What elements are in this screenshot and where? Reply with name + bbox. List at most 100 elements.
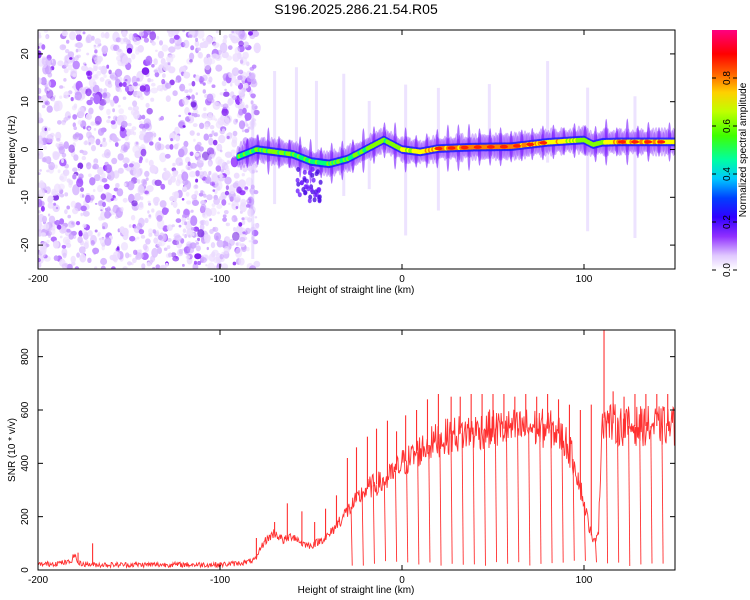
snr-dip: [550, 429, 553, 564]
noise-blob: [68, 233, 74, 240]
noise-blob: [163, 247, 168, 251]
noise-blob: [251, 236, 255, 241]
noise-blob: [202, 40, 209, 49]
noise-blob: [133, 36, 141, 46]
noise-blob: [65, 242, 72, 248]
noise-blob: [57, 120, 62, 125]
noise-blob: [183, 71, 191, 79]
noise-blob: [58, 183, 65, 190]
noise-blob: [244, 216, 249, 221]
noise-blob: [168, 252, 172, 258]
noise-blob: [56, 224, 62, 230]
noise-blob: [151, 247, 159, 258]
spectrogram-streak: [342, 73, 346, 196]
noise-blob: [100, 209, 103, 212]
noise-blob: [86, 131, 92, 139]
noise-blob: [71, 105, 77, 111]
snr-dip: [450, 435, 453, 564]
noise-blob: [238, 89, 245, 97]
noise-blob: [90, 121, 96, 126]
noise-blob: [76, 252, 80, 258]
noise-blob: [179, 162, 184, 166]
noise-blob: [197, 52, 202, 59]
ridge-peak: [657, 140, 666, 144]
noise-blob: [160, 183, 166, 190]
snr-dip: [394, 471, 398, 562]
ridge-branch: [295, 177, 300, 183]
noise-blob: [184, 89, 189, 94]
snr-dip: [639, 425, 642, 565]
noise-blob: [81, 229, 87, 235]
x-tick-label: -100: [210, 274, 230, 285]
noise-blob: [193, 260, 198, 265]
noise-blob: [145, 158, 149, 163]
noise-blob: [197, 237, 200, 242]
noise-blob: [214, 132, 219, 137]
noise-blob: [148, 159, 154, 167]
noise-blob: [114, 68, 123, 77]
noise-blob: [85, 88, 92, 97]
noise-blob: [165, 262, 169, 267]
noise-blob: [204, 113, 207, 117]
noise-blob: [121, 131, 128, 138]
y-tick-label: -20: [20, 237, 31, 252]
noise-blob: [189, 52, 195, 61]
snr-dip: [372, 485, 375, 564]
x-tick-label: 0: [399, 575, 405, 586]
noise-blob: [188, 234, 191, 238]
noise-blob: [207, 262, 215, 269]
noise-blob: [161, 83, 165, 87]
noise-blob: [38, 150, 44, 160]
noise-blob: [157, 234, 163, 241]
noise-blob: [38, 87, 42, 95]
noise-blob: [42, 56, 47, 61]
noise-blob: [168, 46, 176, 53]
ridge-peak: [486, 145, 495, 149]
spectrogram-streak: [294, 67, 298, 151]
noise-blob: [212, 249, 219, 256]
noise-blob: [41, 157, 47, 163]
noise-blob: [39, 130, 47, 139]
noise-blob: [232, 130, 238, 137]
ridge-branch: [318, 179, 323, 185]
noise-blob: [122, 160, 126, 163]
noise-blob: [151, 41, 156, 46]
noise-blob: [97, 233, 100, 237]
noise-blob: [209, 181, 215, 186]
ridge-branch: [296, 167, 301, 172]
noise-blob: [38, 248, 46, 259]
snr-dip: [461, 433, 464, 565]
noise-blob: [39, 169, 42, 172]
noise-blob: [111, 157, 118, 165]
noise-blob: [76, 178, 84, 188]
noise-blob: [110, 101, 115, 107]
noise-blob: [51, 188, 57, 196]
noise-blob: [131, 200, 138, 207]
noise-blob: [188, 88, 193, 93]
noise-blob: [104, 237, 112, 246]
noise-blob: [208, 253, 216, 262]
noise-blob: [242, 164, 248, 173]
noise-blob: [172, 162, 176, 167]
noise-blob: [194, 253, 202, 260]
noise-blob: [124, 79, 128, 82]
noise-blob: [143, 37, 149, 43]
noise-blob: [152, 197, 158, 205]
y-tick-label: 10: [20, 96, 31, 108]
noise-blob: [179, 248, 183, 255]
noise-blob: [222, 214, 227, 218]
ridge-branch: [310, 166, 315, 172]
noise-blob: [251, 169, 255, 174]
noise-blob: [100, 128, 105, 134]
noise-blob: [106, 152, 110, 156]
noise-blob: [212, 226, 219, 232]
noise-blob: [38, 257, 41, 263]
noise-blob: [38, 188, 45, 198]
noise-blob: [135, 91, 143, 98]
spectrogram-streak: [487, 84, 491, 151]
noise-blob: [147, 78, 152, 83]
noise-blob: [126, 261, 132, 266]
noise-blob: [64, 209, 68, 215]
noise-blob: [101, 178, 108, 183]
noise-blob: [220, 169, 225, 173]
